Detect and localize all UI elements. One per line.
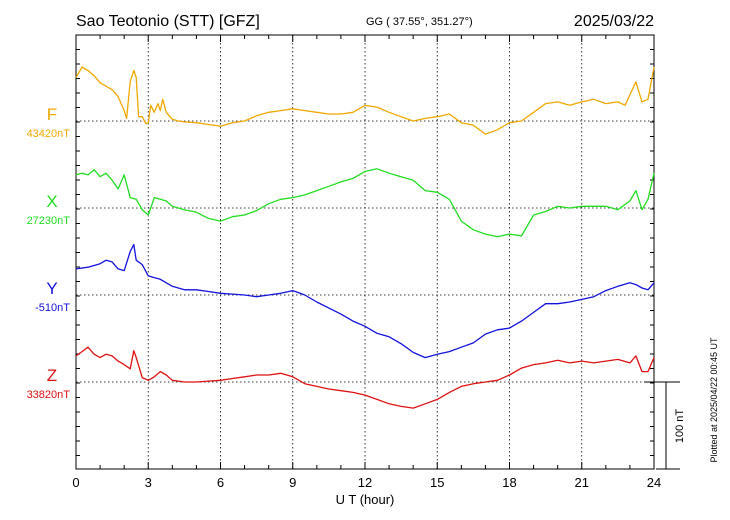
- series-baseline-f: 43420nT: [27, 128, 71, 140]
- series-baseline-z: 33820nT: [27, 389, 71, 401]
- series-name-y: Y: [46, 279, 57, 298]
- x-tick-label: 3: [145, 475, 152, 490]
- x-tick-label: 12: [358, 475, 372, 490]
- series-name-f: F: [47, 105, 57, 124]
- x-tick-labels: 0 3 6 9 12 15 18 21 24: [72, 475, 661, 490]
- x-tick-label: 24: [647, 475, 661, 490]
- series-line-f: [75, 66, 655, 135]
- x-tick-label: 15: [430, 475, 444, 490]
- series-line-x: [75, 168, 655, 238]
- series-lines: [75, 66, 655, 409]
- series-labels: F 43420nT X 27230nT Y -510nT Z 33820nT: [27, 105, 71, 401]
- series-name-z: Z: [47, 366, 57, 385]
- scale-bar-label: 100 nT: [674, 409, 686, 444]
- series-name-x: X: [46, 192, 57, 211]
- axis-ticks: [75, 35, 655, 469]
- series-baseline-x: 27230nT: [27, 215, 71, 227]
- grid-lines: [76, 35, 654, 469]
- series-line-z: [75, 346, 655, 409]
- plot-date: 2025/03/22: [574, 13, 654, 30]
- plotted-at-note: Plotted at 2025/04/22 00:45 UT: [709, 337, 719, 463]
- scale-bar: [644, 381, 680, 470]
- x-axis-label: U T (hour): [336, 492, 395, 507]
- station-title: Sao Teotonio (STT) [GFZ]: [76, 13, 260, 30]
- series-baseline-y: -510nT: [35, 302, 70, 314]
- x-tick-label: 6: [217, 475, 224, 490]
- series-line-y: [75, 243, 655, 359]
- x-tick-label: 0: [72, 475, 79, 490]
- x-tick-label: 18: [502, 475, 516, 490]
- x-tick-label: 9: [289, 475, 296, 490]
- x-tick-label: 21: [575, 475, 589, 490]
- station-coords: GG ( 37.55°, 351.27°): [366, 16, 473, 28]
